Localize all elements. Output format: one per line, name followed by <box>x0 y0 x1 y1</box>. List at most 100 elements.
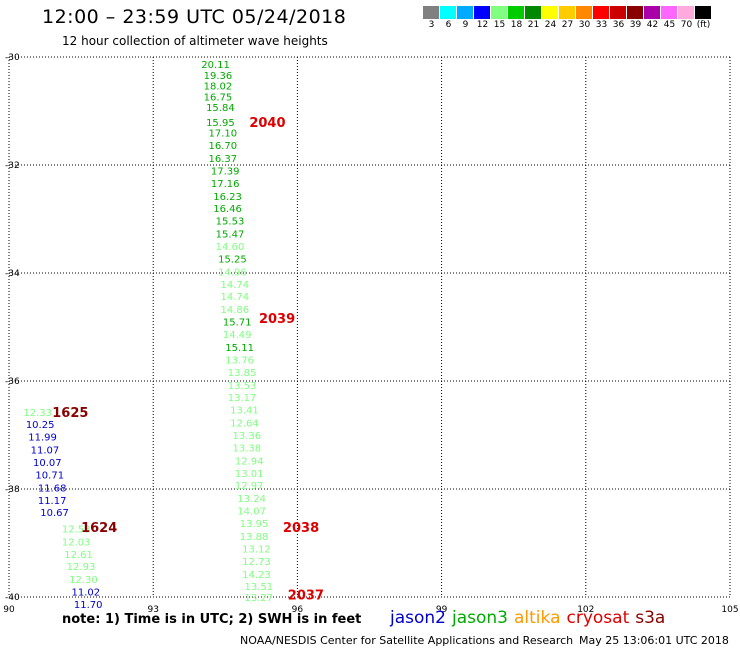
data-point-label: 13.36 <box>233 431 262 442</box>
data-point-label: 14.74 <box>220 280 249 291</box>
track-labels: 2040 2039 1625 1624 2038 2037 <box>52 116 324 603</box>
y-tick-label: -38 <box>5 485 20 495</box>
data-point-label: 12.53 <box>62 524 91 535</box>
color-swatch <box>508 6 525 19</box>
color-scale-swatches <box>423 6 712 19</box>
footer-credit: NOAA/NESDIS Center for Satellite Applica… <box>240 634 574 647</box>
data-point-label: 11.07 <box>31 446 60 457</box>
data-point-label: 16.23 <box>213 192 242 203</box>
data-point-label: 12.03 <box>62 537 91 548</box>
data-point-label: 11.70 <box>74 600 103 611</box>
grid-lines <box>8 56 731 598</box>
data-point-label: 13.53 <box>228 381 257 392</box>
data-point-label: 11.68 <box>38 483 67 494</box>
data-point-label: 12.93 <box>67 562 96 573</box>
data-point-label: 15.11 <box>225 343 254 354</box>
color-scale-label: 27 <box>561 20 574 30</box>
data-point-label: 13.76 <box>225 355 254 366</box>
color-scale-label: 30 <box>578 20 591 30</box>
data-point-label: 10.25 <box>26 420 55 431</box>
color-scale-label: 6 <box>445 20 452 30</box>
color-scale-label: 3 <box>428 20 435 30</box>
data-point-label: 16.70 <box>208 141 237 152</box>
data-point-label: 13.27 <box>245 593 274 604</box>
data-point-label: 12.33 <box>23 408 52 419</box>
y-tick-label: -34 <box>5 269 20 279</box>
color-scale-label: 33 <box>595 20 608 30</box>
data-point-label: 13.95 <box>240 519 269 530</box>
data-point-label: 13.01 <box>235 469 264 480</box>
data-point-label: 12.61 <box>64 550 93 561</box>
color-scale-label: 39 <box>629 20 642 30</box>
data-point-label: 13.51 <box>245 582 274 593</box>
data-point-label: 10.07 <box>33 458 62 469</box>
color-scale-label: 9 <box>462 20 469 30</box>
color-scale-label: 21 <box>527 20 540 30</box>
data-point-label: 11.99 <box>28 433 57 444</box>
data-point-label: 13.38 <box>233 443 262 454</box>
data-point-label: 15.84 <box>206 103 235 114</box>
data-point-label: 13.24 <box>237 494 266 505</box>
data-point-label: 15.25 <box>218 254 247 265</box>
data-point-label: 17.39 <box>211 166 240 177</box>
legend-item-s3a: s3a <box>635 608 666 628</box>
data-point-label: 14.74 <box>220 292 249 303</box>
data-point-label: 10.71 <box>35 470 64 481</box>
color-swatch <box>440 6 457 19</box>
color-scale-label: 12 <box>476 20 489 30</box>
x-tick-label: 93 <box>147 605 158 615</box>
track-number-label: 2039 <box>259 312 295 327</box>
color-swatch <box>644 6 661 19</box>
data-point-label: 14.60 <box>216 242 245 253</box>
data-point-label: 16.37 <box>208 154 237 165</box>
track-number-label: 2038 <box>283 521 319 536</box>
data-point-label: 11.02 <box>71 588 100 599</box>
data-point-label: 14.96 <box>218 267 247 278</box>
satellite-legend: jason2 jason3 altika cryosat s3a <box>390 608 671 628</box>
y-tick-label: -32 <box>5 161 20 171</box>
data-point-label: 14.23 <box>242 570 271 581</box>
color-scale-legend: 3 6 9 12 15 18 21 24 27 30 33 36 39 42 45 70 (ft) <box>423 6 712 33</box>
track-number-label: 2037 <box>288 588 324 603</box>
data-point-label: 15.53 <box>216 217 245 228</box>
color-scale-labels: 3 6 9 12 15 18 21 24 27 30 33 36 39 42 45 70 (ft) <box>423 19 712 33</box>
color-swatch <box>457 6 474 19</box>
data-point-label: 15.71 <box>223 318 252 329</box>
data-point-label: 12.97 <box>235 481 264 492</box>
data-point-label: 16.75 <box>204 92 233 103</box>
data-point-label: 20.11 <box>201 60 230 71</box>
color-scale-label: 70 <box>680 20 693 30</box>
color-scale-label: 42 <box>646 20 659 30</box>
track-number-label: 1624 <box>81 521 117 536</box>
data-point-label: 14.07 <box>237 507 266 518</box>
legend-item-jason3: jason3 <box>452 608 508 628</box>
data-point-label: 16.46 <box>213 204 242 215</box>
color-swatch <box>627 6 644 19</box>
footer-note: note: 1) Time is in UTC; 2) SWH is in fe… <box>62 612 362 627</box>
color-swatch <box>491 6 508 19</box>
track-number-label: 2040 <box>249 116 285 131</box>
data-point-label: 12.64 <box>230 419 259 430</box>
color-scale-label: (ft) <box>696 20 711 30</box>
color-swatch <box>610 6 627 19</box>
chart-subtitle: 12 hour collection of altimeter wave hei… <box>62 34 328 48</box>
data-point-label: 17.10 <box>208 129 237 140</box>
color-scale-label: 45 <box>663 20 676 30</box>
data-point-label: 10.67 <box>40 508 69 519</box>
axis-tick-labels: 90 93 96 99 102 105 -30 -32 -34 -36 -38 -40 <box>3 53 738 615</box>
color-scale-label: 15 <box>493 20 506 30</box>
data-point-label: 14.86 <box>220 305 249 316</box>
data-point-label: 13.17 <box>228 393 257 404</box>
data-point-label: 13.12 <box>242 544 271 555</box>
data-point-label: 15.47 <box>216 230 245 241</box>
color-swatch <box>678 6 695 19</box>
data-point-label: 12.30 <box>69 575 98 586</box>
data-point-label: 15.95 <box>206 118 235 129</box>
data-point-label: 18.02 <box>204 82 233 93</box>
x-tick-label: 90 <box>3 605 15 615</box>
color-swatch <box>542 6 559 19</box>
legend-item-altika: altika <box>514 608 561 628</box>
color-scale-label: 18 <box>510 20 523 30</box>
